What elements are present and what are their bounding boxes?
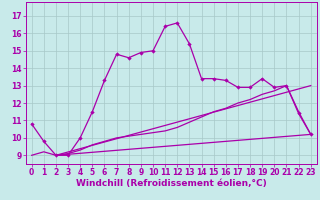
X-axis label: Windchill (Refroidissement éolien,°C): Windchill (Refroidissement éolien,°C) bbox=[76, 179, 267, 188]
